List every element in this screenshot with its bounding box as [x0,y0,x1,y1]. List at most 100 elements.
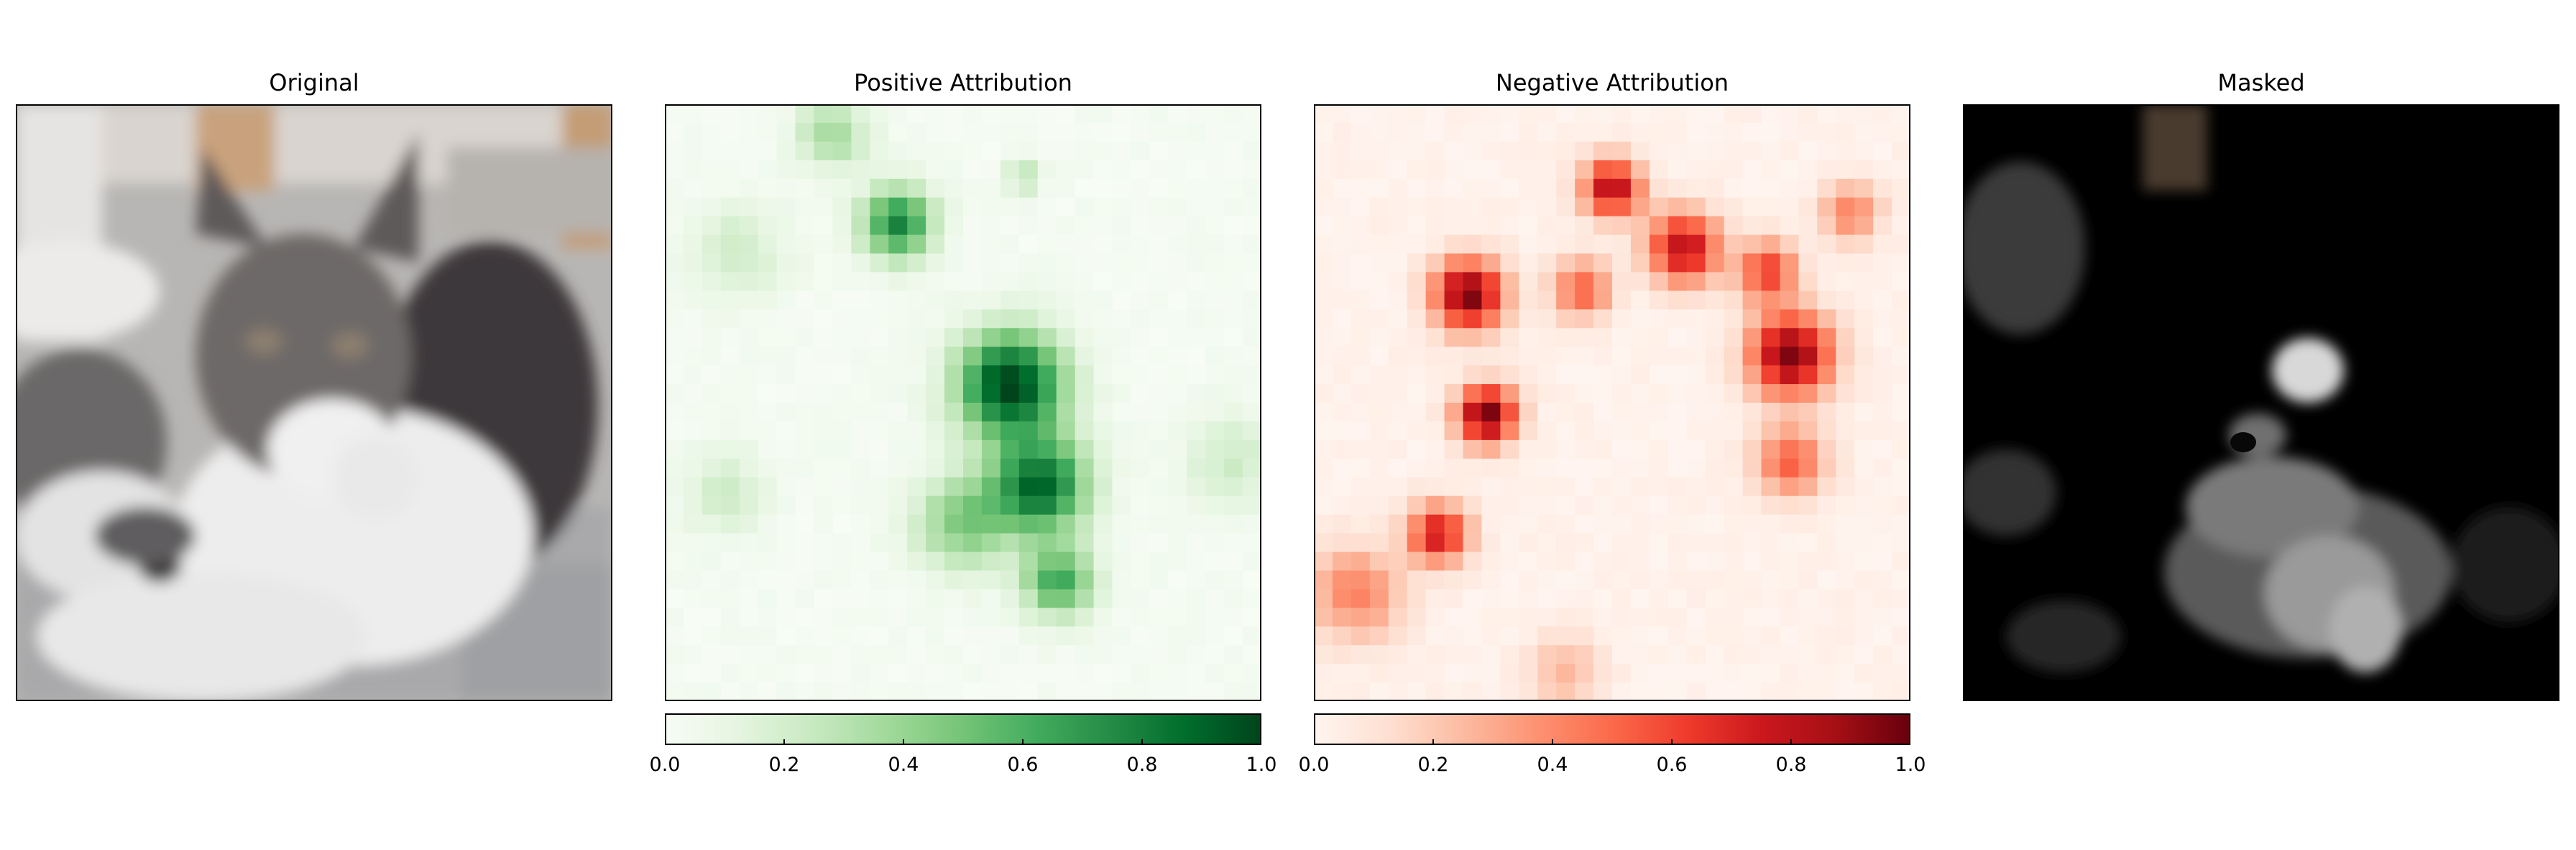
positive-heatmap-cell [981,645,1001,664]
positive-heatmap-cell [963,495,983,516]
negative-heatmap-cell [1668,253,1688,273]
positive-heatmap-cell [1149,365,1169,385]
negative-heatmap-cell [1388,216,1408,236]
positive-heatmap-cell [870,141,889,161]
negative-heatmap-cell [1630,309,1650,329]
positive-heatmap-cell [870,178,889,198]
negative-heatmap-cell [1425,141,1445,161]
positive-heatmap-cell [1149,141,1169,161]
negative-heatmap-cell [1519,645,1538,664]
negative-heatmap-cell [1612,533,1632,553]
positive-heatmap-cell [1075,421,1095,441]
negative-heatmap-cell [1593,514,1613,534]
negative-heatmap-cell [1836,458,1855,478]
positive-heatmap-cell [739,589,759,608]
negative-heatmap-cell [1854,477,1874,497]
negative-heatmap-cell [1444,589,1464,608]
negative-heatmap-cell [1817,216,1836,236]
positive-heatmap-cell [1243,421,1261,441]
negative-heatmap-cell [1593,122,1613,142]
negative-heatmap-cell [1519,664,1538,683]
negative-heatmap-cell [1519,533,1538,553]
positive-heatmap-cell [1187,347,1206,366]
positive-heatmap-cell [1037,682,1057,701]
negative-heatmap-cell [1780,682,1799,701]
positive-heatmap-cell [758,291,778,310]
positive-heatmap-cell [1149,626,1169,646]
positive-colorbar-tick-label: 1.0 [1246,754,1277,776]
negative-heatmap-cell [1500,514,1519,534]
negative-heatmap-cell [1500,141,1519,161]
positive-heatmap-cell [1205,328,1225,347]
negative-heatmap-cell [1463,552,1483,572]
positive-heatmap-cell [851,403,870,422]
negative-heatmap-cell [1780,309,1799,329]
negative-heatmap-cell [1705,272,1725,291]
negative-heatmap-cell [1556,570,1576,590]
positive-heatmap-cell [1018,197,1039,217]
negative-heatmap-cell [1612,178,1632,198]
negative-heatmap-cell [1742,253,1762,273]
positive-heatmap-cell [1093,533,1113,553]
positive-heatmap-cell [870,291,889,310]
negative-heatmap-cell [1388,328,1408,347]
negative-heatmap-cell [1817,458,1836,478]
positive-heatmap-cell [1205,104,1225,124]
positive-heatmap-cell [665,682,684,701]
positive-heatmap-cell [1168,458,1187,478]
negative-heatmap-cell [1836,197,1855,217]
negative-heatmap-cell [1724,216,1744,236]
negative-heatmap-cell [1425,160,1445,180]
positive-heatmap-cell [1168,234,1187,255]
positive-heatmap-cell [851,122,870,142]
negative-heatmap-cell [1836,216,1855,236]
negative-heatmap-cell [1425,514,1445,534]
positive-heatmap-cell [888,589,908,608]
negative-heatmap-cell [1612,197,1632,217]
negative-heatmap-cell [1780,104,1799,124]
positive-heatmap-cell [963,347,983,366]
negative-heatmap-cell [1854,682,1874,701]
negative-heatmap-cell [1519,347,1538,366]
positive-heatmap-cell [739,477,759,497]
negative-heatmap-cell [1649,403,1669,422]
positive-heatmap-cell [1075,477,1095,497]
positive-heatmap-cell [776,608,796,627]
negative-heatmap-cell [1481,514,1501,534]
positive-heatmap-cell [963,664,983,683]
positive-heatmap-cell [702,197,722,217]
positive-heatmap-cell [1224,328,1243,347]
positive-heatmap-cell [776,514,796,534]
negative-heatmap-cell [1481,253,1501,273]
positive-heatmap-cell [1224,664,1243,683]
positive-heatmap-cell [776,458,796,478]
negative-heatmap-cell [1481,365,1501,385]
negative-heatmap-cell [1892,589,1910,608]
positive-heatmap-cell [1224,104,1243,124]
positive-heatmap-cell [1131,664,1150,683]
positive-heatmap-cell [981,495,1001,516]
negative-heatmap-cell [1873,141,1892,161]
positive-heatmap-cell [795,328,815,347]
negative-heatmap-cell [1388,682,1408,701]
negative-heatmap-cell [1854,365,1874,385]
positive-heatmap-cell [683,197,703,217]
positive-heatmap-cell [926,589,945,608]
negative-heatmap-cell [1537,458,1557,478]
negative-heatmap-cell [1314,365,1333,385]
positive-heatmap-cell [720,365,740,385]
positive-heatmap-cell [1056,477,1076,497]
positive-colorbar-gradient [665,713,1261,745]
negative-heatmap-cell [1314,160,1333,180]
negative-heatmap-cell [1351,365,1371,385]
positive-heatmap-cell [1205,458,1225,478]
positive-heatmap-cell [981,403,1001,422]
negative-heatmap-cell [1481,570,1501,590]
positive-heatmap-cell [814,421,834,441]
panel-title-original: Original [269,69,359,96]
negative-heatmap-cell [1668,234,1688,255]
positive-heatmap-cell [1018,291,1039,310]
negative-heatmap-cell [1892,682,1910,701]
negative-heatmap-cell [1668,439,1688,460]
positive-heatmap-cell [1018,552,1039,572]
